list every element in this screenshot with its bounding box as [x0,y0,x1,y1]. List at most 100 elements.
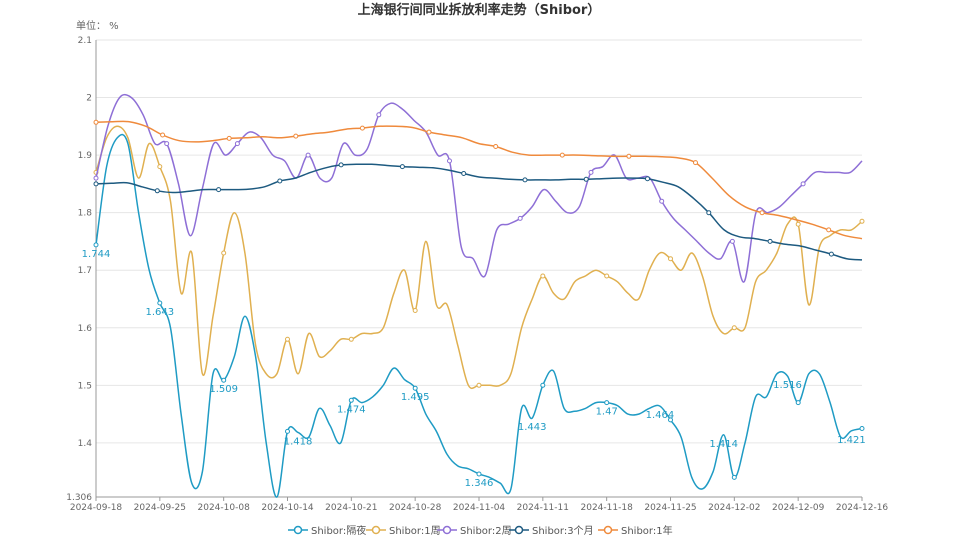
data-point[interactable] [338,162,344,168]
data-point[interactable] [221,250,227,256]
data-point[interactable] [759,210,765,216]
data-point[interactable] [412,308,418,313]
data-point[interactable] [348,336,354,342]
data-point[interactable] [729,238,735,244]
data-label: 1.47 [596,407,618,418]
data-point[interactable] [583,176,589,182]
data-point[interactable] [164,141,170,147]
x-tick-label: 2024-10-08 [198,503,251,513]
data-point[interactable] [517,215,523,221]
data-point[interactable] [348,397,354,403]
data-point[interactable] [157,164,163,170]
data-point[interactable] [376,112,382,118]
legend-label: Shibor:1年 [621,524,673,537]
data-point[interactable] [626,153,632,159]
legend-marker [293,525,303,535]
x-tick-label: 2024-10-28 [389,503,442,513]
data-point[interactable] [277,178,283,184]
data-point[interactable] [645,176,650,182]
data-point[interactable] [476,471,482,477]
data-point[interactable] [604,273,610,279]
data-point[interactable] [359,125,365,131]
legend-item-1[interactable]: Shibor:隔夜 [288,524,366,537]
series-line-1[interactable] [95,133,863,498]
data-point[interactable] [731,474,737,480]
y-tick-label: 1.8 [78,209,93,219]
series-line-2[interactable] [95,125,863,390]
series-line-3[interactable] [95,93,863,283]
series-line-4[interactable] [95,163,863,261]
y-tick-label: 1.306 [66,493,92,503]
data-point[interactable] [461,171,467,176]
data-point[interactable] [399,164,405,170]
data-point[interactable] [559,152,565,158]
x-tick-label: 2024-09-25 [134,503,186,513]
data-point[interactable] [668,256,673,262]
series-line-5[interactable] [95,120,863,240]
data-label: 1.744 [82,249,111,260]
data-point[interactable] [859,218,865,224]
data-point[interactable] [540,273,546,279]
data-point[interactable] [154,188,160,194]
data-point[interactable] [540,382,546,388]
data-point[interactable] [588,169,594,175]
data-point[interactable] [668,417,673,423]
data-point[interactable] [285,428,290,434]
legend-item-2[interactable]: Shibor:1周 [366,525,441,537]
data-point[interactable] [93,242,99,248]
x-tick-label: 2024-09-18 [70,503,123,513]
chart-title: 上海银行间同业拆放利率走势（Shibor） [358,2,601,18]
x-tick-label: 2024-11-18 [581,503,634,513]
x-tick-label: 2024-12-16 [836,503,889,513]
data-point[interactable] [731,325,737,331]
legend-label: Shibor:隔夜 [311,524,366,537]
legend-marker [371,525,381,535]
y-tick-label: 2 [86,94,92,104]
data-point[interactable] [157,300,163,306]
data-point[interactable] [305,152,311,158]
data-point[interactable] [476,382,482,388]
data-point[interactable] [706,210,712,216]
legend-item-4[interactable]: Shibor:3个月 [509,525,594,537]
data-label: 1.516 [773,380,802,391]
data-label: 1.464 [646,410,675,421]
x-tick-label: 2024-10-14 [261,503,314,513]
data-point[interactable] [221,377,227,383]
data-point[interactable] [226,135,232,141]
data-point[interactable] [659,198,665,204]
data-point[interactable] [800,181,806,187]
data-point[interactable] [447,158,452,164]
data-point[interactable] [604,400,610,406]
legend-item-3[interactable]: Shibor:2周 [437,525,512,537]
data-point[interactable] [234,141,240,147]
data-point[interactable] [522,177,528,183]
data-point[interactable] [93,119,99,125]
data-point[interactable] [795,400,801,406]
x-tick-label: 2024-10-21 [325,503,377,513]
data-point[interactable] [493,144,499,149]
data-point[interactable] [93,175,99,181]
data-point[interactable] [285,336,290,342]
legend[interactable]: Shibor:隔夜 Shibor:1周 Shibor:2周 Shibor:3个月 Shi… [288,524,673,537]
data-label: 1.474 [337,404,366,415]
data-point[interactable] [767,238,773,244]
data-point[interactable] [795,221,801,227]
data-point[interactable] [859,426,865,431]
data-point[interactable] [828,251,834,257]
data-point[interactable] [160,132,166,138]
legend-item-5[interactable]: Shibor:1年 [598,524,673,537]
data-point[interactable] [93,181,99,187]
data-point[interactable] [826,227,832,233]
legend-label: Shibor:2周 [460,525,512,537]
data-label: 1.421 [837,435,866,446]
series-layer [93,93,865,498]
data-point[interactable] [216,187,222,193]
data-point[interactable] [426,129,432,135]
data-point[interactable] [693,160,698,166]
y-tick-label: 1.9 [78,151,93,161]
data-point[interactable] [412,385,418,391]
data-point[interactable] [293,133,299,139]
data-label: 1.414 [709,439,738,450]
